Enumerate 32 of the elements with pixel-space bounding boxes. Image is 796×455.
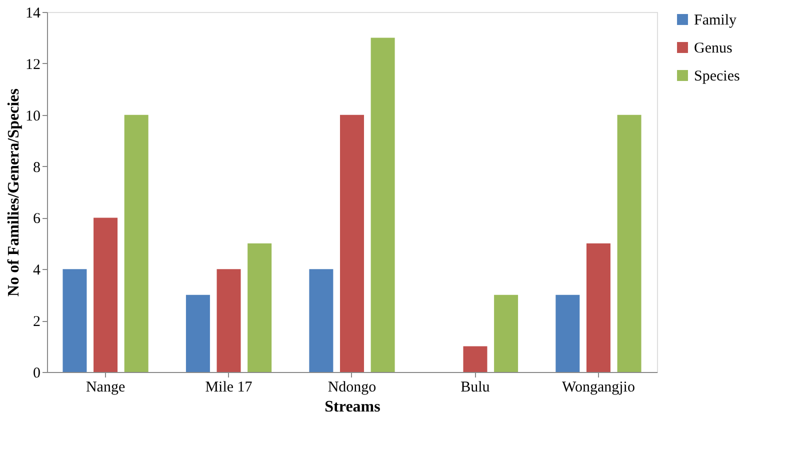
y-axis-title: No of Families/Genera/Species (6, 88, 22, 296)
x-tick-label: Wongangjio (562, 380, 635, 396)
x-tick-label: Nange (86, 380, 126, 396)
bar (370, 38, 395, 372)
bar (494, 294, 518, 372)
legend-label: Family (694, 12, 737, 28)
y-tick-label: 6 (33, 211, 41, 228)
bar (124, 114, 148, 372)
x-axis-title: Streams (324, 398, 380, 416)
bar (556, 294, 580, 372)
y-tick-label: 4 (33, 262, 41, 279)
bar (340, 114, 364, 372)
y-tick-label: 0 (33, 366, 40, 382)
legend-label: Species (694, 68, 740, 84)
y-tick-label: 10 (26, 108, 40, 124)
x-tick-label: Mile 17 (205, 380, 253, 396)
legend-label: Genus (694, 40, 732, 56)
bar (617, 114, 642, 372)
x-tick-label: Ndongo (328, 380, 376, 396)
bar (463, 346, 488, 372)
bar (186, 294, 210, 372)
x-tick-label: Bulu (460, 380, 490, 396)
bar (248, 243, 272, 372)
y-tick-label: 8 (33, 160, 40, 176)
y-tick-label: 12 (26, 56, 40, 73)
y-tick-label: 2 (33, 314, 40, 330)
bar (62, 269, 87, 372)
y-tick-label: 14 (26, 6, 41, 22)
bar (94, 218, 118, 372)
bar (309, 269, 334, 372)
bar (586, 243, 610, 372)
bar (216, 269, 241, 372)
